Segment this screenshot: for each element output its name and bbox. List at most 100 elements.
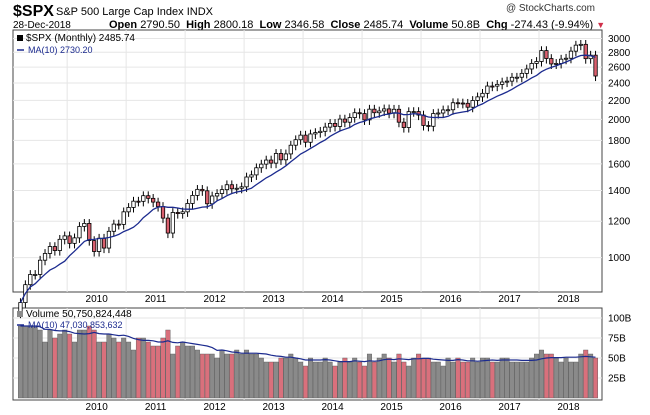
candle-body	[165, 217, 171, 234]
candle-body	[92, 240, 97, 252]
volume-bar	[411, 357, 417, 399]
candle-body	[450, 102, 456, 111]
candle-body	[214, 193, 220, 197]
volume-legend-text: Volume 50,750,824,448	[26, 309, 132, 320]
volume-tick-label: 25B	[608, 374, 626, 385]
close-label: Close	[330, 19, 361, 31]
volume-bar	[514, 361, 520, 399]
volume-bar	[258, 357, 264, 399]
candle-body	[529, 63, 534, 70]
candle-body	[170, 212, 175, 234]
volume-bar	[57, 333, 63, 399]
volume-ma-line	[20, 325, 596, 363]
volume-bar	[86, 325, 92, 399]
volume-bar	[455, 357, 461, 399]
volume-bar	[298, 361, 304, 399]
candle-body	[283, 153, 289, 161]
candle-body	[347, 117, 352, 123]
volume-bar	[366, 353, 372, 399]
candle-body	[52, 246, 57, 251]
price-candles	[18, 39, 598, 319]
volume-bar	[160, 337, 166, 399]
volume-x-tick-label: 2015	[380, 402, 403, 413]
volume-bar	[209, 353, 215, 399]
change-value: -274.43 (-9.94%)	[510, 19, 594, 31]
volume-bar	[22, 325, 28, 399]
brand-watermark[interactable]: @ StockCharts.com	[505, 3, 595, 14]
volume-bar	[249, 353, 254, 399]
volume-bar	[396, 353, 402, 399]
candle-body	[264, 159, 269, 165]
price-x-tick-label: 2013	[262, 294, 285, 305]
volume-legend-swatch	[17, 311, 23, 317]
volume-bar	[583, 349, 589, 399]
volume-bar	[140, 337, 146, 399]
candle-body	[308, 133, 313, 143]
price-tick-label: 1800	[608, 136, 631, 147]
candle-body	[293, 139, 298, 146]
price-x-tick-label: 2015	[380, 294, 403, 305]
candle-body	[455, 102, 461, 105]
volume-bar	[465, 361, 471, 399]
volume-bar	[322, 357, 328, 399]
candle-body	[445, 109, 451, 112]
volume-bar	[440, 365, 446, 399]
candle-body	[155, 201, 161, 207]
ticker-symbol: $SPX	[13, 3, 54, 20]
candle-body	[372, 108, 377, 114]
candle-body	[539, 50, 544, 62]
candle-body	[386, 108, 392, 114]
volume-bar	[558, 361, 564, 399]
candle-body	[249, 174, 254, 178]
candle-body	[382, 108, 387, 112]
price-x-tick-label: 2017	[498, 294, 521, 305]
price-tick-label: 1400	[608, 186, 631, 197]
candle-body	[72, 237, 77, 244]
volume-bar	[150, 345, 156, 399]
volume-x-tick-label: 2013	[262, 402, 285, 413]
price-tick-label: 1200	[608, 217, 631, 228]
candle-body	[352, 112, 357, 118]
volume-bar	[494, 361, 500, 399]
volume-tick-label: 100B	[608, 314, 632, 325]
volume-bar	[352, 357, 358, 399]
volume-bar	[347, 361, 353, 399]
volume-bar	[175, 345, 181, 399]
volume-bar	[312, 361, 318, 399]
candle-body	[37, 259, 43, 275]
price-x-tick-label: 2011	[145, 294, 167, 305]
volume-bar	[81, 329, 87, 399]
volume-x-tick-label: 2014	[321, 402, 344, 413]
candle-body	[416, 111, 421, 116]
candle-body	[200, 188, 205, 192]
candle-body	[544, 50, 549, 59]
candle-body	[298, 134, 303, 141]
candle-body	[578, 43, 583, 46]
volume-bars	[17, 325, 599, 399]
candle-body	[106, 230, 112, 249]
volume-tick-label: 50B	[608, 354, 626, 365]
volume-x-tick-label: 2018	[557, 402, 580, 413]
volume-bar	[489, 361, 495, 399]
candle-body	[239, 186, 244, 189]
volume-bar	[244, 349, 250, 399]
volume-bar	[445, 357, 451, 399]
price-legend: $SPX (Monthly) 2485.74 MA(10) 2730.20	[17, 33, 135, 55]
volume-bar	[548, 353, 554, 399]
volume-bar	[96, 341, 102, 399]
volume-bar	[342, 357, 348, 399]
candle-body	[219, 189, 225, 194]
candle-body	[28, 274, 33, 286]
volume-bar	[219, 349, 225, 399]
candle-body	[485, 85, 490, 94]
candle-body	[500, 81, 505, 85]
volume-bar	[131, 349, 136, 399]
volume-bar	[239, 353, 245, 399]
candle-body	[490, 85, 495, 88]
candle-body	[573, 44, 579, 52]
volume-bar	[504, 357, 510, 399]
volume-bar	[307, 357, 313, 399]
volume-bar	[303, 365, 309, 399]
volume-bar	[135, 337, 141, 399]
volume-bar	[253, 353, 259, 399]
